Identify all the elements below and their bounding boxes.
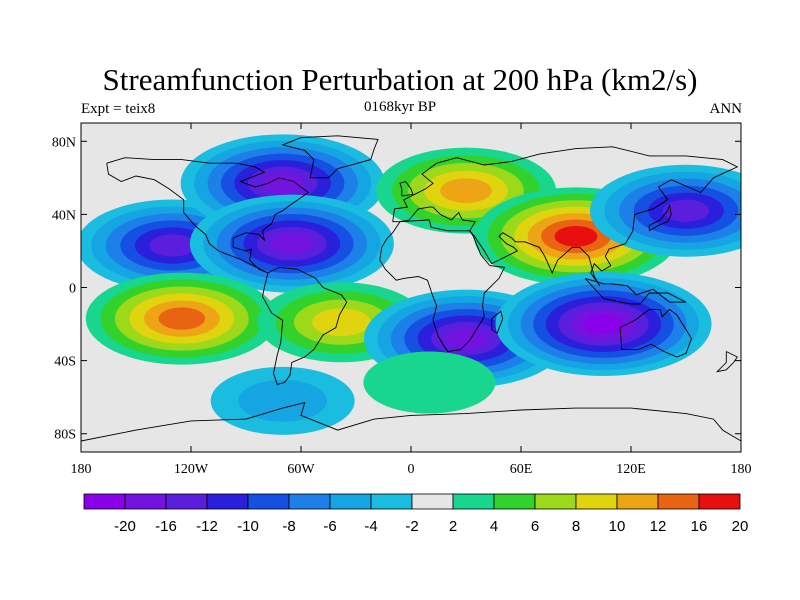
contour-antarctic-low-1 <box>238 379 327 422</box>
colorbar-label-15: 20 <box>732 518 749 535</box>
colorbar-label-6: -4 <box>364 518 377 535</box>
colorbar-label-3: -10 <box>237 518 259 535</box>
colorbar-swatch-10 <box>493 493 536 510</box>
colorbar-label-0: -20 <box>114 518 136 535</box>
contour-north-pacific-low-5 <box>149 234 196 257</box>
coastline-indonesia <box>584 277 687 305</box>
coastline-japan <box>648 203 672 232</box>
colorbar-swatch-0 <box>83 493 126 510</box>
x-tick-label-3: 0 <box>408 462 415 477</box>
x-tick-label-0: 180 <box>71 462 92 477</box>
colorbar-label-8: 2 <box>449 518 457 535</box>
colorbar-label-10: 6 <box>531 518 539 535</box>
contour-canada-low-6 <box>261 173 305 194</box>
x-tick-label-6: 180 <box>731 462 752 477</box>
colorbar-label-9: 4 <box>490 518 498 535</box>
y-tick-label-2: 0 <box>69 282 76 297</box>
colorbar-label-12: 10 <box>609 518 626 535</box>
contour-eurasia-high-4 <box>440 178 492 203</box>
y-tick-label-4: 80S <box>54 428 76 443</box>
x-tick-label-2: 60W <box>287 462 315 477</box>
contour-pacific-west-low-5 <box>662 199 710 222</box>
colorbar-swatch-2 <box>165 493 208 510</box>
coastline-north-america <box>106 157 310 274</box>
contour-atlantic-low-6 <box>270 233 314 254</box>
left-subtitle: Expt = teix8 <box>81 101 156 117</box>
colorbar-swatch-4 <box>247 493 290 510</box>
colorbar-swatch-6 <box>329 493 372 510</box>
colorbar-swatch-15 <box>698 493 741 510</box>
contour-south-america-high-3 <box>312 308 371 337</box>
colorbar-swatch-12 <box>575 493 618 510</box>
colorbar-swatch-13 <box>616 493 659 510</box>
coastline-australia <box>619 308 692 358</box>
contour-south-africa-low-6 <box>444 328 488 349</box>
chart-title: Streamfunction Perturbation at 200 hPa (… <box>102 62 698 97</box>
colorbar-swatch-9 <box>452 493 495 510</box>
coastline-uk <box>399 180 414 197</box>
coastline-madagascar <box>491 310 504 334</box>
coastline-south-america <box>262 266 348 385</box>
y-tick-label-0: 80N <box>52 135 76 150</box>
colorbar-label-7: -2 <box>405 518 418 535</box>
colorbar-label-4: -8 <box>282 518 295 535</box>
contour-southern-ocean-high-0 <box>363 351 496 414</box>
colorbar-label-11: 8 <box>572 518 580 535</box>
contour-south-pacific-high-5 <box>158 307 206 330</box>
coastline-antarctica <box>81 401 741 442</box>
y-tick-label-3: 40S <box>54 355 76 370</box>
y-tick-label-1: 40N <box>52 208 76 223</box>
contour-asia-high-6 <box>554 226 598 247</box>
coastline-africa <box>379 219 506 352</box>
center-subtitle: 0168kyr BP <box>363 99 437 115</box>
x-tick-label-4: 60E <box>510 462 533 477</box>
colorbar-swatch-14 <box>657 493 700 510</box>
colorbar-swatch-5 <box>288 493 331 510</box>
colorbar-label-13: 12 <box>650 518 667 535</box>
colorbar-label-2: -12 <box>196 518 218 535</box>
contour-indian-ocean-low-7 <box>583 314 624 334</box>
x-tick-label-5: 120E <box>616 462 646 477</box>
x-tick-label-1: 120W <box>174 462 209 477</box>
colorbar-swatch-1 <box>124 493 167 510</box>
colorbar-label-5: -6 <box>323 518 336 535</box>
right-subtitle: ANN <box>709 101 743 117</box>
coastline-greenland <box>281 135 379 179</box>
coastline-new-zealand <box>715 351 738 373</box>
colorbar-label-1: -16 <box>155 518 177 535</box>
colorbar-swatch-7 <box>370 493 413 510</box>
colorbar-label-14: 16 <box>691 518 708 535</box>
colorbar-swatch-3 <box>206 493 249 510</box>
colorbar-swatch-8 <box>411 493 454 510</box>
colorbar-swatch-11 <box>534 493 577 510</box>
